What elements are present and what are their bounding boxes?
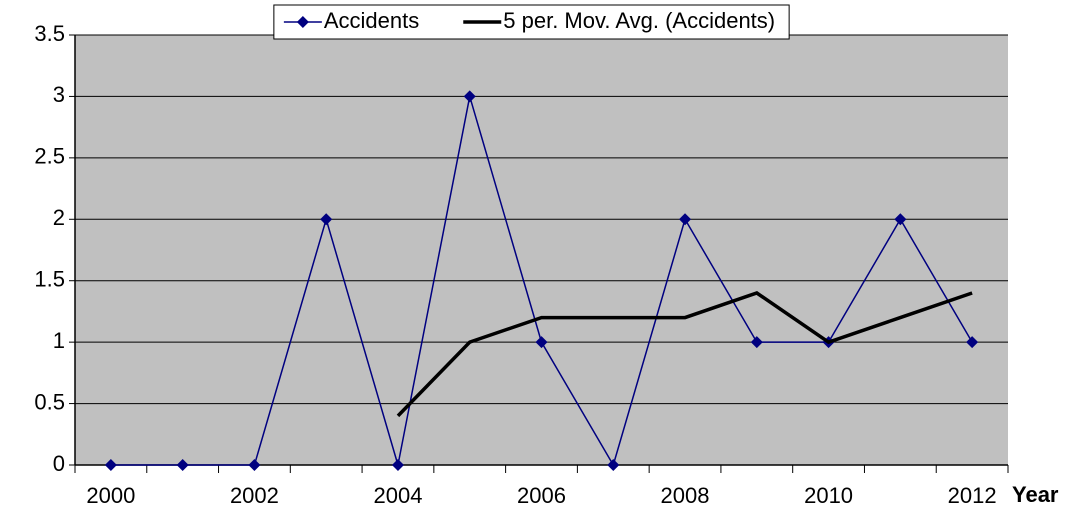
marker	[750, 336, 763, 349]
x-tick-label: 2000	[86, 483, 135, 508]
y-tick-label: 2	[53, 205, 65, 230]
x-tick-label: 2004	[373, 483, 422, 508]
marker	[607, 459, 620, 471]
x-tick-label: 2008	[661, 483, 710, 508]
x-tick-label: 2002	[230, 483, 279, 508]
y-tick-label: 2.5	[34, 144, 65, 169]
marker	[966, 336, 979, 349]
plot-area	[75, 35, 1008, 465]
legend-box	[273, 4, 790, 40]
legend-marker	[296, 16, 309, 28]
marker	[679, 213, 692, 226]
marker	[894, 213, 907, 226]
marker	[104, 459, 117, 471]
legend-item: 5 per. Mov. Avg. (Accidents)	[463, 8, 775, 33]
legend-label: Accidents	[324, 8, 419, 33]
marker	[391, 459, 404, 471]
x-tick-label: 2010	[804, 483, 853, 508]
y-tick-label: 3	[53, 82, 65, 107]
x-axis-label: Year	[1012, 482, 1059, 507]
marker	[463, 90, 476, 103]
series-line	[396, 291, 973, 418]
y-tick-label: 1.5	[34, 267, 65, 292]
y-tick-label: 1	[53, 328, 65, 353]
marker	[320, 213, 333, 226]
legend: Accidents 5 per. Mov. Avg. (Accidents)	[273, 4, 790, 40]
x-tick-label: 2012	[948, 483, 997, 508]
marker	[248, 459, 261, 471]
x-tick-label: 2006	[517, 483, 566, 508]
y-tick-label: 0	[53, 451, 65, 476]
y-tick-label: 0.5	[34, 389, 65, 414]
y-tick-label: 3.5	[34, 21, 65, 46]
legend-item: Accidents	[283, 8, 419, 33]
marker	[535, 336, 548, 349]
legend-label: 5 per. Mov. Avg. (Accidents)	[503, 8, 775, 33]
marker	[176, 459, 189, 471]
